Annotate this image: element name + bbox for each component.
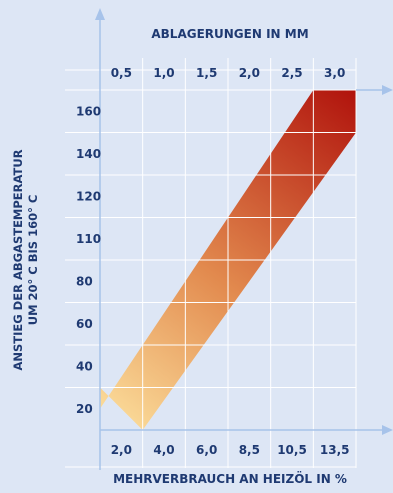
bottom-tick-labels: 2,0 4,0 6,0 8,5 10,5 13,5 bbox=[111, 443, 350, 457]
y-tick-label: 140 bbox=[76, 147, 101, 161]
y-tick-label: 40 bbox=[76, 359, 93, 373]
bottom-tick-label: 10,5 bbox=[277, 443, 307, 457]
bottom-tick-label: 2,0 bbox=[111, 443, 132, 457]
top-tick-label: 2,0 bbox=[239, 66, 260, 80]
bottom-tick-label: 13,5 bbox=[320, 443, 350, 457]
bottom-tick-label: 8,5 bbox=[239, 443, 260, 457]
x-axis-arrow bbox=[382, 425, 393, 435]
y-axis-title-line1: ANSTIEG DER ABGASTEMPERATUR bbox=[11, 149, 25, 370]
y-tick-label: 110 bbox=[76, 232, 101, 246]
bottom-axis-title: MEHRVERBRAUCH AN HEIZÖL IN % bbox=[113, 471, 347, 486]
bottom-tick-label: 4,0 bbox=[153, 443, 174, 457]
top-axis-title: ABLAGERUNGEN IN MM bbox=[151, 27, 308, 41]
y-axis-arrow bbox=[95, 8, 105, 20]
top-tick-label: 2,5 bbox=[281, 66, 302, 80]
y-tick-label: 120 bbox=[76, 189, 101, 203]
top-tick-label: 1,0 bbox=[153, 66, 174, 80]
top-tick-label: 3,0 bbox=[324, 66, 345, 80]
y-axis-title-line2: UM 20° C BIS 160° C bbox=[26, 195, 40, 326]
top-tick-labels: 0,5 1,0 1,5 2,0 2,5 3,0 bbox=[111, 66, 346, 80]
top-tick-label: 1,5 bbox=[196, 66, 217, 80]
top-tick-label: 0,5 bbox=[111, 66, 132, 80]
grid bbox=[65, 58, 357, 468]
y-tick-label: 20 bbox=[76, 402, 93, 416]
axes bbox=[95, 8, 393, 470]
y-tick-label: 80 bbox=[76, 274, 93, 288]
y-tick-label: 160 bbox=[76, 104, 101, 118]
bottom-tick-label: 6,0 bbox=[196, 443, 217, 457]
top-band-arrow bbox=[382, 85, 393, 95]
y-tick-labels: 160 140 120 110 80 60 40 20 bbox=[76, 104, 101, 416]
y-tick-label: 60 bbox=[76, 317, 93, 331]
